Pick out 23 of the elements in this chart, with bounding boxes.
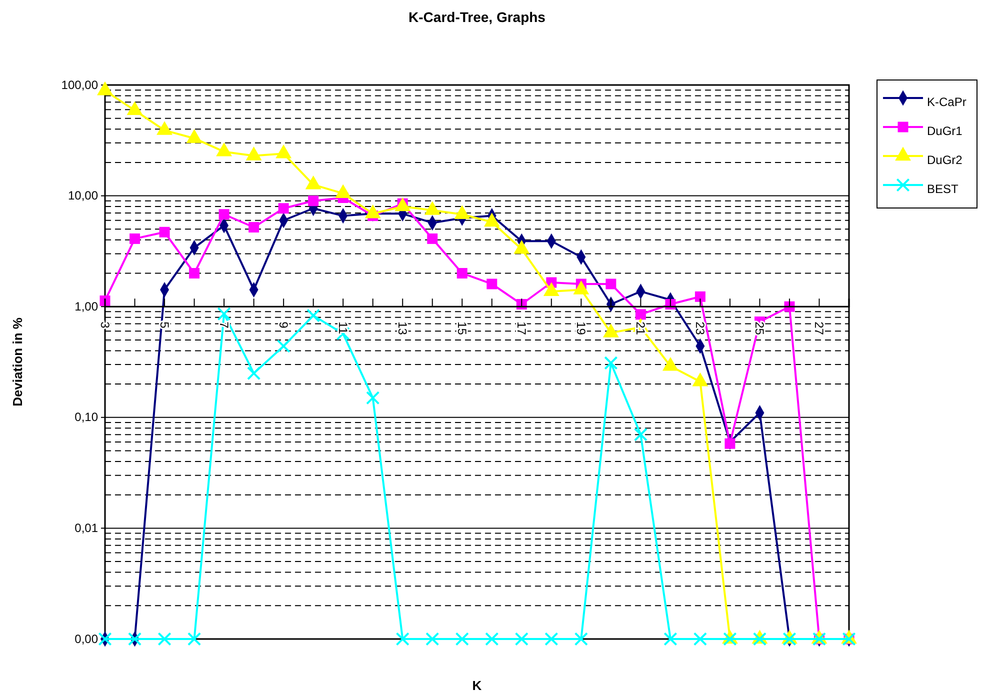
y-tick-label: 100,00 bbox=[61, 78, 98, 92]
legend-label: BEST bbox=[927, 182, 960, 196]
x-tick-label: 11 bbox=[336, 322, 350, 334]
legend-label: K-CaPr bbox=[927, 95, 966, 109]
x-tick-label: 7 bbox=[216, 322, 231, 329]
y-tick-label: 0,10 bbox=[74, 410, 98, 424]
x-tick-label: 25 bbox=[752, 322, 767, 336]
x-axis-title: K bbox=[472, 678, 482, 693]
y-tick-label: 0,00 bbox=[74, 632, 98, 646]
chart-title: K-Card-Tree, Graphs bbox=[408, 9, 546, 25]
x-tick-label: 5 bbox=[157, 322, 172, 329]
y-tick-label: 10,00 bbox=[68, 188, 98, 203]
legend-label: DuGr1 bbox=[927, 124, 963, 138]
x-tick-label: 23 bbox=[693, 322, 707, 336]
x-tick-label: 9 bbox=[276, 322, 290, 329]
y-tick-label: 0,01 bbox=[74, 521, 98, 536]
x-tick-label: 19 bbox=[574, 322, 588, 336]
y-axis-title: Deviation in % bbox=[10, 317, 25, 406]
x-tick-label: 21 bbox=[633, 322, 648, 336]
legend-label: DuGr2 bbox=[927, 153, 963, 167]
x-tick-label: 13 bbox=[395, 322, 410, 336]
x-tick-label: 15 bbox=[454, 322, 469, 336]
y-tick-label: 1,00 bbox=[74, 299, 98, 314]
